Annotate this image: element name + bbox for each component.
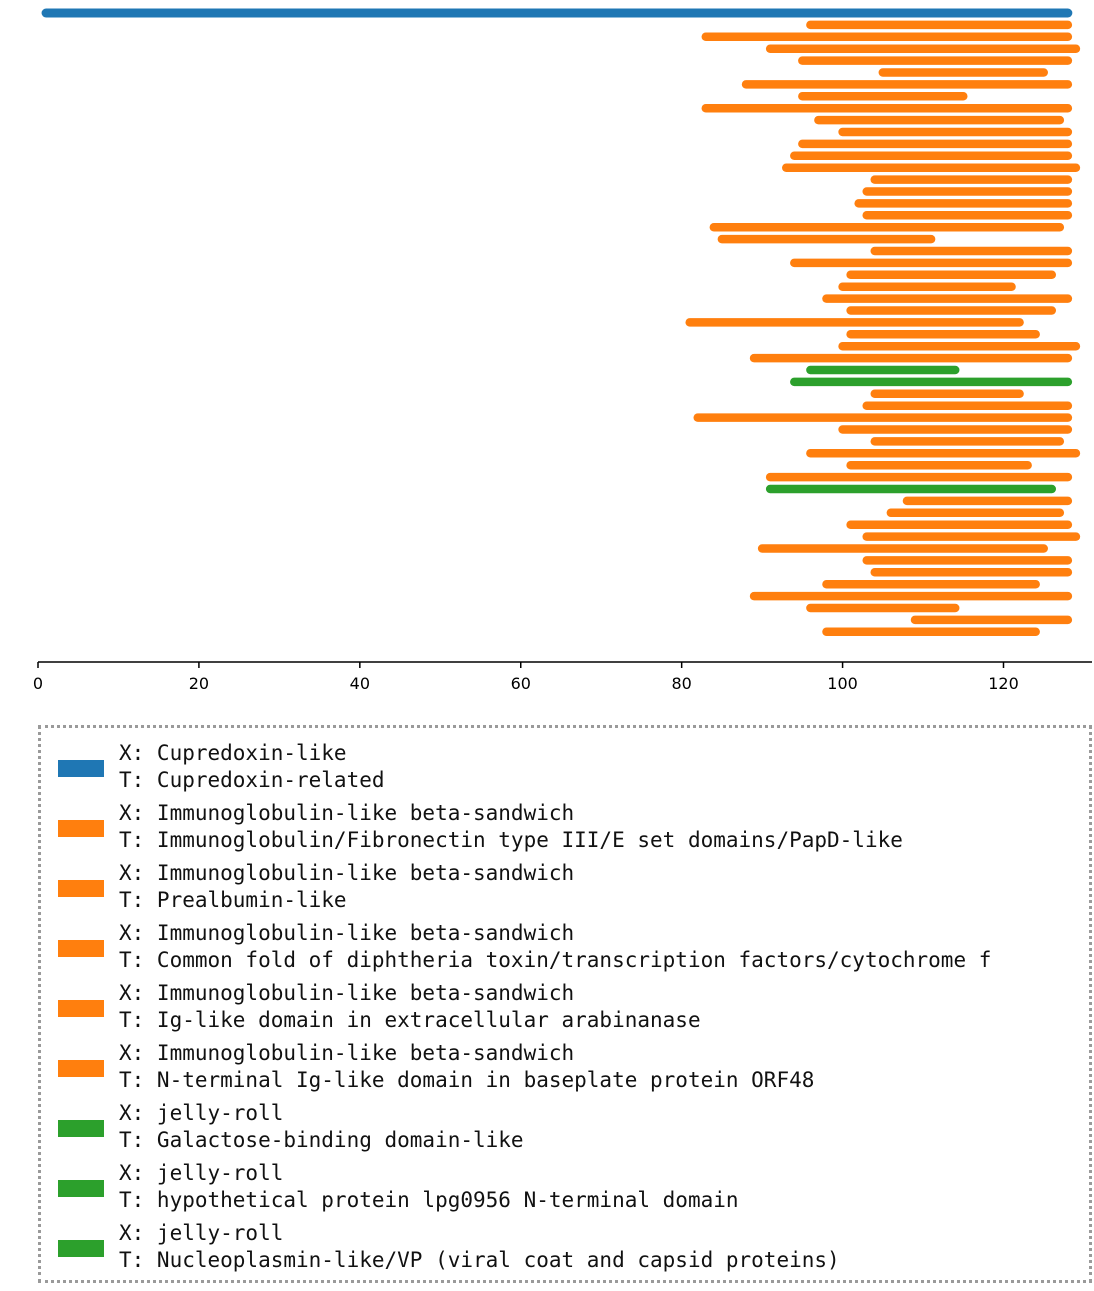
legend-text: X: Immunoglobulin-like beta-sandwich T: N… <box>119 1040 814 1094</box>
legend-swatch <box>58 1240 104 1257</box>
x-tick-label: 0 <box>33 674 43 693</box>
legend-entry: X: Immunoglobulin-like beta-sandwich T: I… <box>41 980 1089 1036</box>
x-axis-ticks: 0 20 40 60 80 100 120 <box>33 662 1019 693</box>
legend-swatch <box>58 760 104 777</box>
legend-x-label: X: Immunoglobulin-like beta-sandwich <box>119 981 575 1005</box>
legend-t-label: T: Cupredoxin-related <box>119 768 385 792</box>
legend: X: Cupredoxin-like T: Cupredoxin-related X… <box>38 725 1092 1283</box>
legend-t-label: T: Galactose-binding domain-like <box>119 1128 524 1152</box>
domain-chart: 0 20 40 60 80 100 120 <box>33 8 1092 693</box>
legend-text: X: jelly-roll T: hypothetical protein lpg… <box>119 1160 739 1214</box>
legend-text: X: Immunoglobulin-like beta-sandwich T: I… <box>119 800 903 854</box>
legend-x-label: X: jelly-roll <box>119 1101 284 1125</box>
legend-t-label: T: Nucleoplasmin-like/VP (viral coat and… <box>119 1248 840 1272</box>
legend-text: X: Cupredoxin-like T: Cupredoxin-related <box>119 740 385 794</box>
legend-x-label: X: Immunoglobulin-like beta-sandwich <box>119 801 575 825</box>
legend-swatch <box>58 1120 104 1137</box>
legend-x-label: X: jelly-roll <box>119 1161 284 1185</box>
x-tick-label: 60 <box>511 674 531 693</box>
legend-entry: X: Cupredoxin-like T: Cupredoxin-related <box>41 740 1089 796</box>
legend-text: X: jelly-roll T: Nucleoplasmin-like/VP (v… <box>119 1220 840 1274</box>
legend-t-label: T: Immunoglobulin/Fibronectin type III/E… <box>119 828 903 852</box>
legend-t-label: T: Common fold of diphtheria toxin/trans… <box>119 948 992 972</box>
legend-entry: X: Immunoglobulin-like beta-sandwich T: P… <box>41 860 1089 916</box>
x-tick-label: 100 <box>827 674 858 693</box>
x-tick-label: 120 <box>988 674 1019 693</box>
legend-swatch <box>58 940 104 957</box>
legend-text: X: Immunoglobulin-like beta-sandwich T: C… <box>119 920 991 974</box>
legend-t-label: T: Ig-like domain in extracellular arabi… <box>119 1008 701 1032</box>
legend-text: X: Immunoglobulin-like beta-sandwich T: I… <box>119 980 701 1034</box>
legend-t-label: T: hypothetical protein lpg0956 N-termin… <box>119 1188 739 1212</box>
legend-swatch <box>58 820 104 837</box>
legend-text: X: jelly-roll T: Galactose-binding domain… <box>119 1100 524 1154</box>
legend-entry: X: jelly-roll T: Nucleoplasmin-like/VP (v… <box>41 1220 1089 1276</box>
legend-entry: X: Immunoglobulin-like beta-sandwich T: N… <box>41 1040 1089 1096</box>
legend-swatch <box>58 1000 104 1017</box>
legend-swatch <box>58 1060 104 1077</box>
legend-t-label: T: N-terminal Ig-like domain in baseplat… <box>119 1068 815 1092</box>
x-tick-label: 40 <box>350 674 370 693</box>
legend-entry: X: Immunoglobulin-like beta-sandwich T: I… <box>41 800 1089 856</box>
x-tick-label: 20 <box>189 674 209 693</box>
legend-x-label: X: Immunoglobulin-like beta-sandwich <box>119 861 575 885</box>
legend-entry: X: jelly-roll T: Galactose-binding domain… <box>41 1100 1089 1156</box>
legend-swatch <box>58 1180 104 1197</box>
legend-swatch <box>58 880 104 897</box>
legend-entry: X: Immunoglobulin-like beta-sandwich T: C… <box>41 920 1089 976</box>
legend-entry: X: jelly-roll T: hypothetical protein lpg… <box>41 1160 1089 1216</box>
legend-x-label: X: Cupredoxin-like <box>119 741 347 765</box>
legend-t-label: T: Prealbumin-like <box>119 888 347 912</box>
x-tick-label: 80 <box>671 674 691 693</box>
legend-text: X: Immunoglobulin-like beta-sandwich T: P… <box>119 860 574 914</box>
legend-x-label: X: Immunoglobulin-like beta-sandwich <box>119 1041 575 1065</box>
legend-x-label: X: jelly-roll <box>119 1221 284 1245</box>
bars-group <box>41 8 1081 637</box>
legend-x-label: X: Immunoglobulin-like beta-sandwich <box>119 921 575 945</box>
